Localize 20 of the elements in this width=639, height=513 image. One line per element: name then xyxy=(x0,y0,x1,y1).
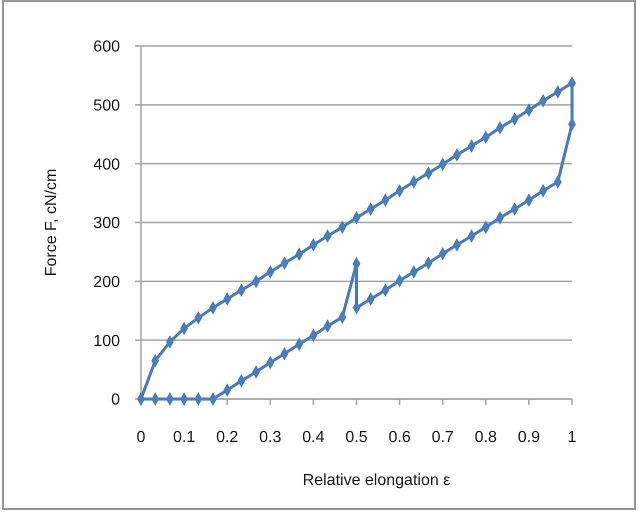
x-tick-label: 0.1 xyxy=(172,429,196,446)
y-tick-label: 400 xyxy=(93,156,120,174)
x-tick-label: 0.6 xyxy=(388,429,411,446)
y-tick-label: 300 xyxy=(93,215,120,232)
y-tick-label: 100 xyxy=(93,332,120,350)
x-tick-label: 0.2 xyxy=(216,429,238,446)
x-tick-label: 0.9 xyxy=(518,429,540,446)
x-tick-label: 0.8 xyxy=(474,429,498,446)
x-tick-label: 0.7 xyxy=(432,429,454,446)
x-axis-title: Relative elongation ε xyxy=(302,472,450,489)
x-tick-label: 0.3 xyxy=(259,429,282,446)
x-tick-label: 1 xyxy=(568,429,577,446)
y-tick-label: 200 xyxy=(93,274,120,291)
x-tick-label: 0 xyxy=(136,429,146,446)
y-tick-label: 500 xyxy=(93,97,120,114)
y-tick-label: 0 xyxy=(111,392,120,409)
x-tick-label: 0.5 xyxy=(345,429,368,446)
y-axis-title: Force F, cN/cm xyxy=(43,168,60,276)
y-tick-label: 600 xyxy=(93,38,120,56)
x-tick-label: 0.4 xyxy=(302,429,325,446)
